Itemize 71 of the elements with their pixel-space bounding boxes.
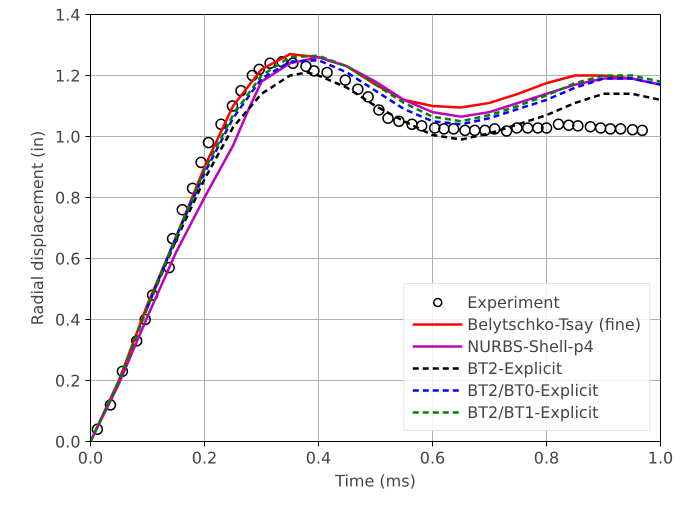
point — [246, 70, 258, 82]
point — [195, 156, 207, 168]
point — [562, 119, 574, 131]
point — [287, 58, 299, 70]
point — [253, 64, 265, 76]
x-axis-title: Time (ms) — [334, 472, 416, 490]
y-tick-label: 1.0 — [55, 128, 81, 146]
point — [104, 399, 116, 411]
point — [468, 124, 480, 136]
x-tick-label: 0.8 — [534, 448, 560, 468]
point — [532, 122, 544, 134]
x-tick-label: 1.0 — [648, 448, 674, 468]
point — [636, 124, 648, 136]
point — [202, 136, 214, 148]
point — [352, 83, 364, 95]
point — [614, 123, 626, 135]
point — [540, 122, 552, 134]
point — [488, 123, 500, 135]
y-tick-label: 0.0 — [55, 432, 81, 452]
point — [393, 116, 405, 127]
point — [406, 118, 418, 130]
y-tick-label: 0.8 — [55, 188, 81, 208]
point — [321, 66, 333, 78]
point — [235, 85, 247, 96]
legend-label: Experiment — [467, 292, 560, 312]
point — [116, 366, 128, 378]
y-tick-label: 0.6 — [55, 250, 81, 268]
y-tick-label: 1.4 — [55, 6, 81, 24]
point — [416, 120, 428, 132]
x-tick-label: 0.4 — [306, 448, 332, 468]
point — [584, 121, 596, 132]
x-tick-label: 0.6 — [420, 448, 446, 468]
point — [308, 65, 320, 77]
point — [92, 424, 104, 436]
point — [500, 125, 512, 137]
point — [340, 74, 352, 86]
y-tick-label: 0.4 — [55, 310, 81, 330]
point — [163, 262, 175, 274]
point — [215, 118, 227, 130]
point — [552, 118, 564, 130]
y-tick-label: 0.2 — [55, 372, 81, 390]
point — [522, 122, 534, 134]
point — [130, 335, 142, 347]
point — [373, 104, 385, 116]
x-tick-label: 0.2 — [192, 448, 218, 468]
x-tick-label: 0.0 — [78, 448, 104, 468]
y-tick-label: 1.2 — [55, 66, 81, 86]
legend-label: Belytschko-Tsay (fine) — [467, 314, 641, 334]
point — [166, 232, 178, 244]
point — [186, 182, 198, 194]
point — [594, 122, 606, 134]
point — [264, 58, 276, 70]
point — [448, 123, 460, 135]
point — [139, 314, 151, 326]
point — [362, 91, 374, 103]
legend-label: BT2/BT0-Explicit — [467, 380, 598, 400]
point — [226, 100, 238, 112]
point — [626, 124, 638, 136]
legend-label: BT2-Explicit — [467, 358, 562, 378]
point — [382, 112, 394, 124]
point — [572, 120, 584, 132]
y-axis-title: Radial displacement (in) — [28, 130, 48, 326]
point — [300, 60, 312, 72]
point — [429, 122, 441, 134]
legend-label: NURBS-Shell-p4 — [467, 336, 594, 356]
point — [604, 123, 616, 135]
point — [479, 124, 491, 136]
point — [459, 124, 471, 136]
point — [438, 123, 450, 135]
point — [511, 122, 523, 134]
legend-label: BT2/BT1-Explicit — [467, 402, 598, 422]
